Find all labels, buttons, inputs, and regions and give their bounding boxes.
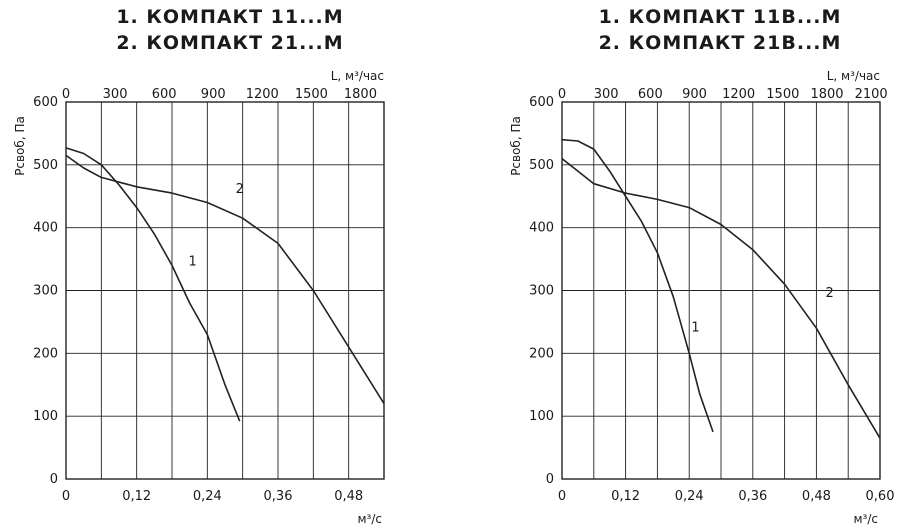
- left-chart-title: 1. КОМПАКТ 11...М 2. КОМПАКТ 21...М: [40, 4, 420, 56]
- left-x-tick-label: 0,12: [122, 489, 151, 504]
- right-y-axis-label: Pсвоб, Па: [509, 116, 523, 176]
- right-x-tick-label: 0,12: [611, 489, 640, 504]
- left-x2-tick-label: 1500: [295, 87, 328, 102]
- left-x2-tick-label: 900: [201, 87, 226, 102]
- left-x-tick-label: 0,36: [264, 489, 293, 504]
- right-title-line-1: 1. КОМПАКТ 11В...М: [598, 6, 842, 28]
- right-y-tick-label: 200: [529, 346, 554, 361]
- right-x2-tick-label: 1800: [810, 87, 843, 102]
- left-x-axis-label: м³/с: [357, 512, 382, 526]
- right-chart-title: 1. КОМПАКТ 11В...М 2. КОМПАКТ 21В...М: [530, 4, 900, 56]
- right-x2-tick-label: 900: [682, 87, 707, 102]
- left-title-line-2: 2. КОМПАКТ 21...М: [116, 32, 344, 54]
- right-x2-tick-label: 600: [638, 87, 663, 102]
- right-series-1-line: [561, 138, 714, 433]
- right-y-tick-label: 600: [529, 95, 554, 110]
- left-x2-tick-label: 1800: [344, 87, 377, 102]
- right-curve-label-2: 2: [826, 286, 834, 301]
- left-series-1-line: [65, 147, 241, 422]
- left-y-tick-label: 600: [33, 95, 58, 110]
- left-x2-tick-label: 0: [62, 87, 70, 102]
- right-curve-label-1: 1: [691, 320, 699, 335]
- left-y-axis-label: Pсвоб, Па: [13, 116, 27, 176]
- right-x2-tick-label: 0: [558, 87, 566, 102]
- right-x2-tick-label: 300: [594, 87, 619, 102]
- right-x2-tick-label: 1500: [766, 87, 799, 102]
- right-x2-axis-label: L, м³/час: [827, 69, 880, 83]
- left-title-line-1: 1. КОМПАКТ 11...М: [116, 6, 344, 28]
- left-x2-axis-label: L, м³/час: [331, 69, 384, 83]
- left-y-tick-label: 200: [33, 346, 58, 361]
- left-x2-tick-label: 1200: [246, 87, 279, 102]
- right-x-tick-label: 0,48: [802, 489, 831, 504]
- left-y-tick-label: 400: [33, 221, 58, 236]
- left-x-tick-label: 0: [62, 489, 70, 504]
- right-y-tick-label: 500: [529, 158, 554, 173]
- left-y-tick-label: 0: [50, 472, 58, 487]
- left-y-tick-label: 300: [33, 284, 58, 299]
- left-x2-tick-label: 600: [152, 87, 177, 102]
- right-x-axis-label: м³/с: [853, 512, 878, 526]
- right-x2-tick-label: 1200: [722, 87, 755, 102]
- left-y-tick-label: 100: [33, 409, 58, 424]
- right-y-tick-label: 100: [529, 409, 554, 424]
- left-x2-tick-label: 300: [103, 87, 128, 102]
- right-x-tick-label: 0,36: [738, 489, 767, 504]
- right-x-tick-label: 0,24: [675, 489, 704, 504]
- left-x-tick-label: 0,48: [334, 489, 363, 504]
- right-y-tick-label: 400: [529, 221, 554, 236]
- right-x-tick-label: 0: [558, 489, 566, 504]
- right-x-tick-label: 0,60: [866, 489, 895, 504]
- left-series-2-line: [65, 154, 385, 405]
- left-curve-label-2: 2: [236, 182, 244, 197]
- right-x2-tick-label: 2100: [855, 87, 888, 102]
- left-y-tick-label: 500: [33, 158, 58, 173]
- right-y-tick-label: 300: [529, 284, 554, 299]
- left-x-tick-label: 0,24: [193, 489, 222, 504]
- right-series-2-line: [561, 157, 881, 439]
- right-title-line-2: 2. КОМПАКТ 21В...М: [598, 32, 842, 54]
- left-curve-label-1: 1: [188, 254, 196, 269]
- right-y-tick-label: 0: [546, 472, 554, 487]
